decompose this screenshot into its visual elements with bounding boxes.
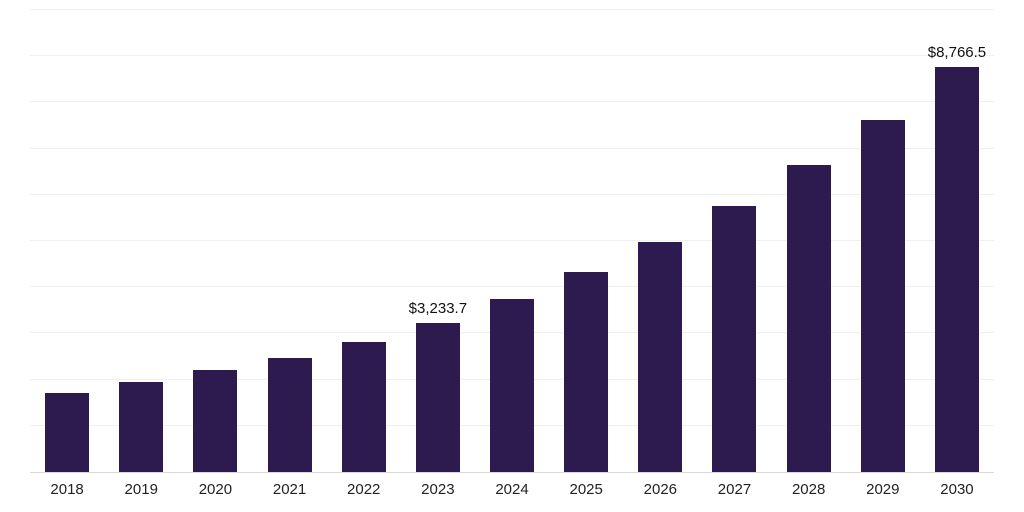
bar-slot: [30, 10, 104, 472]
bar-value-label: $8,766.5: [927, 44, 987, 61]
gridline: [30, 147, 994, 149]
bar: [415, 322, 460, 472]
gridline: [30, 193, 994, 195]
x-axis-tick-label: 2028: [791, 481, 826, 498]
bar: [193, 369, 238, 472]
gridline: [30, 101, 994, 103]
x-axis-tick-label: 2024: [495, 481, 529, 498]
gridline: [30, 240, 994, 241]
bar: [712, 205, 757, 472]
bar-slot: [252, 10, 326, 472]
bar-slot: [475, 10, 549, 472]
bar-slot: $8,766.5: [920, 10, 994, 472]
bar-slot: [327, 10, 401, 472]
x-axis-tick-label: 2019: [124, 481, 158, 498]
bar-slot: [549, 10, 623, 472]
bar-slot: [772, 10, 846, 472]
bars-container: $3,233.7 $8,766.5: [30, 10, 994, 472]
bar: [786, 164, 831, 472]
bar-slot: [178, 10, 252, 472]
bar: [45, 393, 90, 472]
bar-slot: [697, 10, 771, 472]
bar-slot: [623, 10, 697, 472]
x-axis-tick-label: 2021: [272, 481, 307, 498]
x-axis-tick-label: 2022: [347, 481, 381, 498]
bar: [638, 241, 683, 472]
bar-slot: [846, 10, 920, 472]
bar: [564, 271, 609, 472]
bar-value-label: $3,233.7: [408, 299, 468, 317]
x-axis-tick-label: 2018: [50, 481, 84, 498]
bar: [934, 67, 979, 472]
plot-area: $3,233.7 $8,766.5: [30, 9, 994, 473]
bar: [119, 381, 164, 472]
bar: [341, 341, 386, 472]
x-axis-tick-label: 2030: [940, 481, 974, 498]
bar: [490, 298, 535, 472]
x-axis-tick-label: 2023: [421, 481, 455, 498]
x-axis-tick-label: 2029: [866, 481, 900, 498]
bar: [860, 119, 905, 472]
gridline: [30, 9, 994, 10]
bar-slot: [104, 10, 178, 472]
x-axis-tick-label: 2020: [198, 481, 233, 498]
x-axis-tick-label: 2027: [717, 481, 752, 498]
x-axis: 2018 2019 2020 2021 2022 2023 2024 2025 2026 2027…: [30, 481, 994, 499]
gridline: [30, 286, 994, 288]
x-axis-tick-label: 2026: [643, 481, 678, 498]
bar: [267, 357, 312, 472]
gridline: [30, 55, 994, 57]
x-axis-tick-label: 2025: [569, 481, 603, 498]
bar-slot: $3,233.7: [401, 10, 475, 472]
